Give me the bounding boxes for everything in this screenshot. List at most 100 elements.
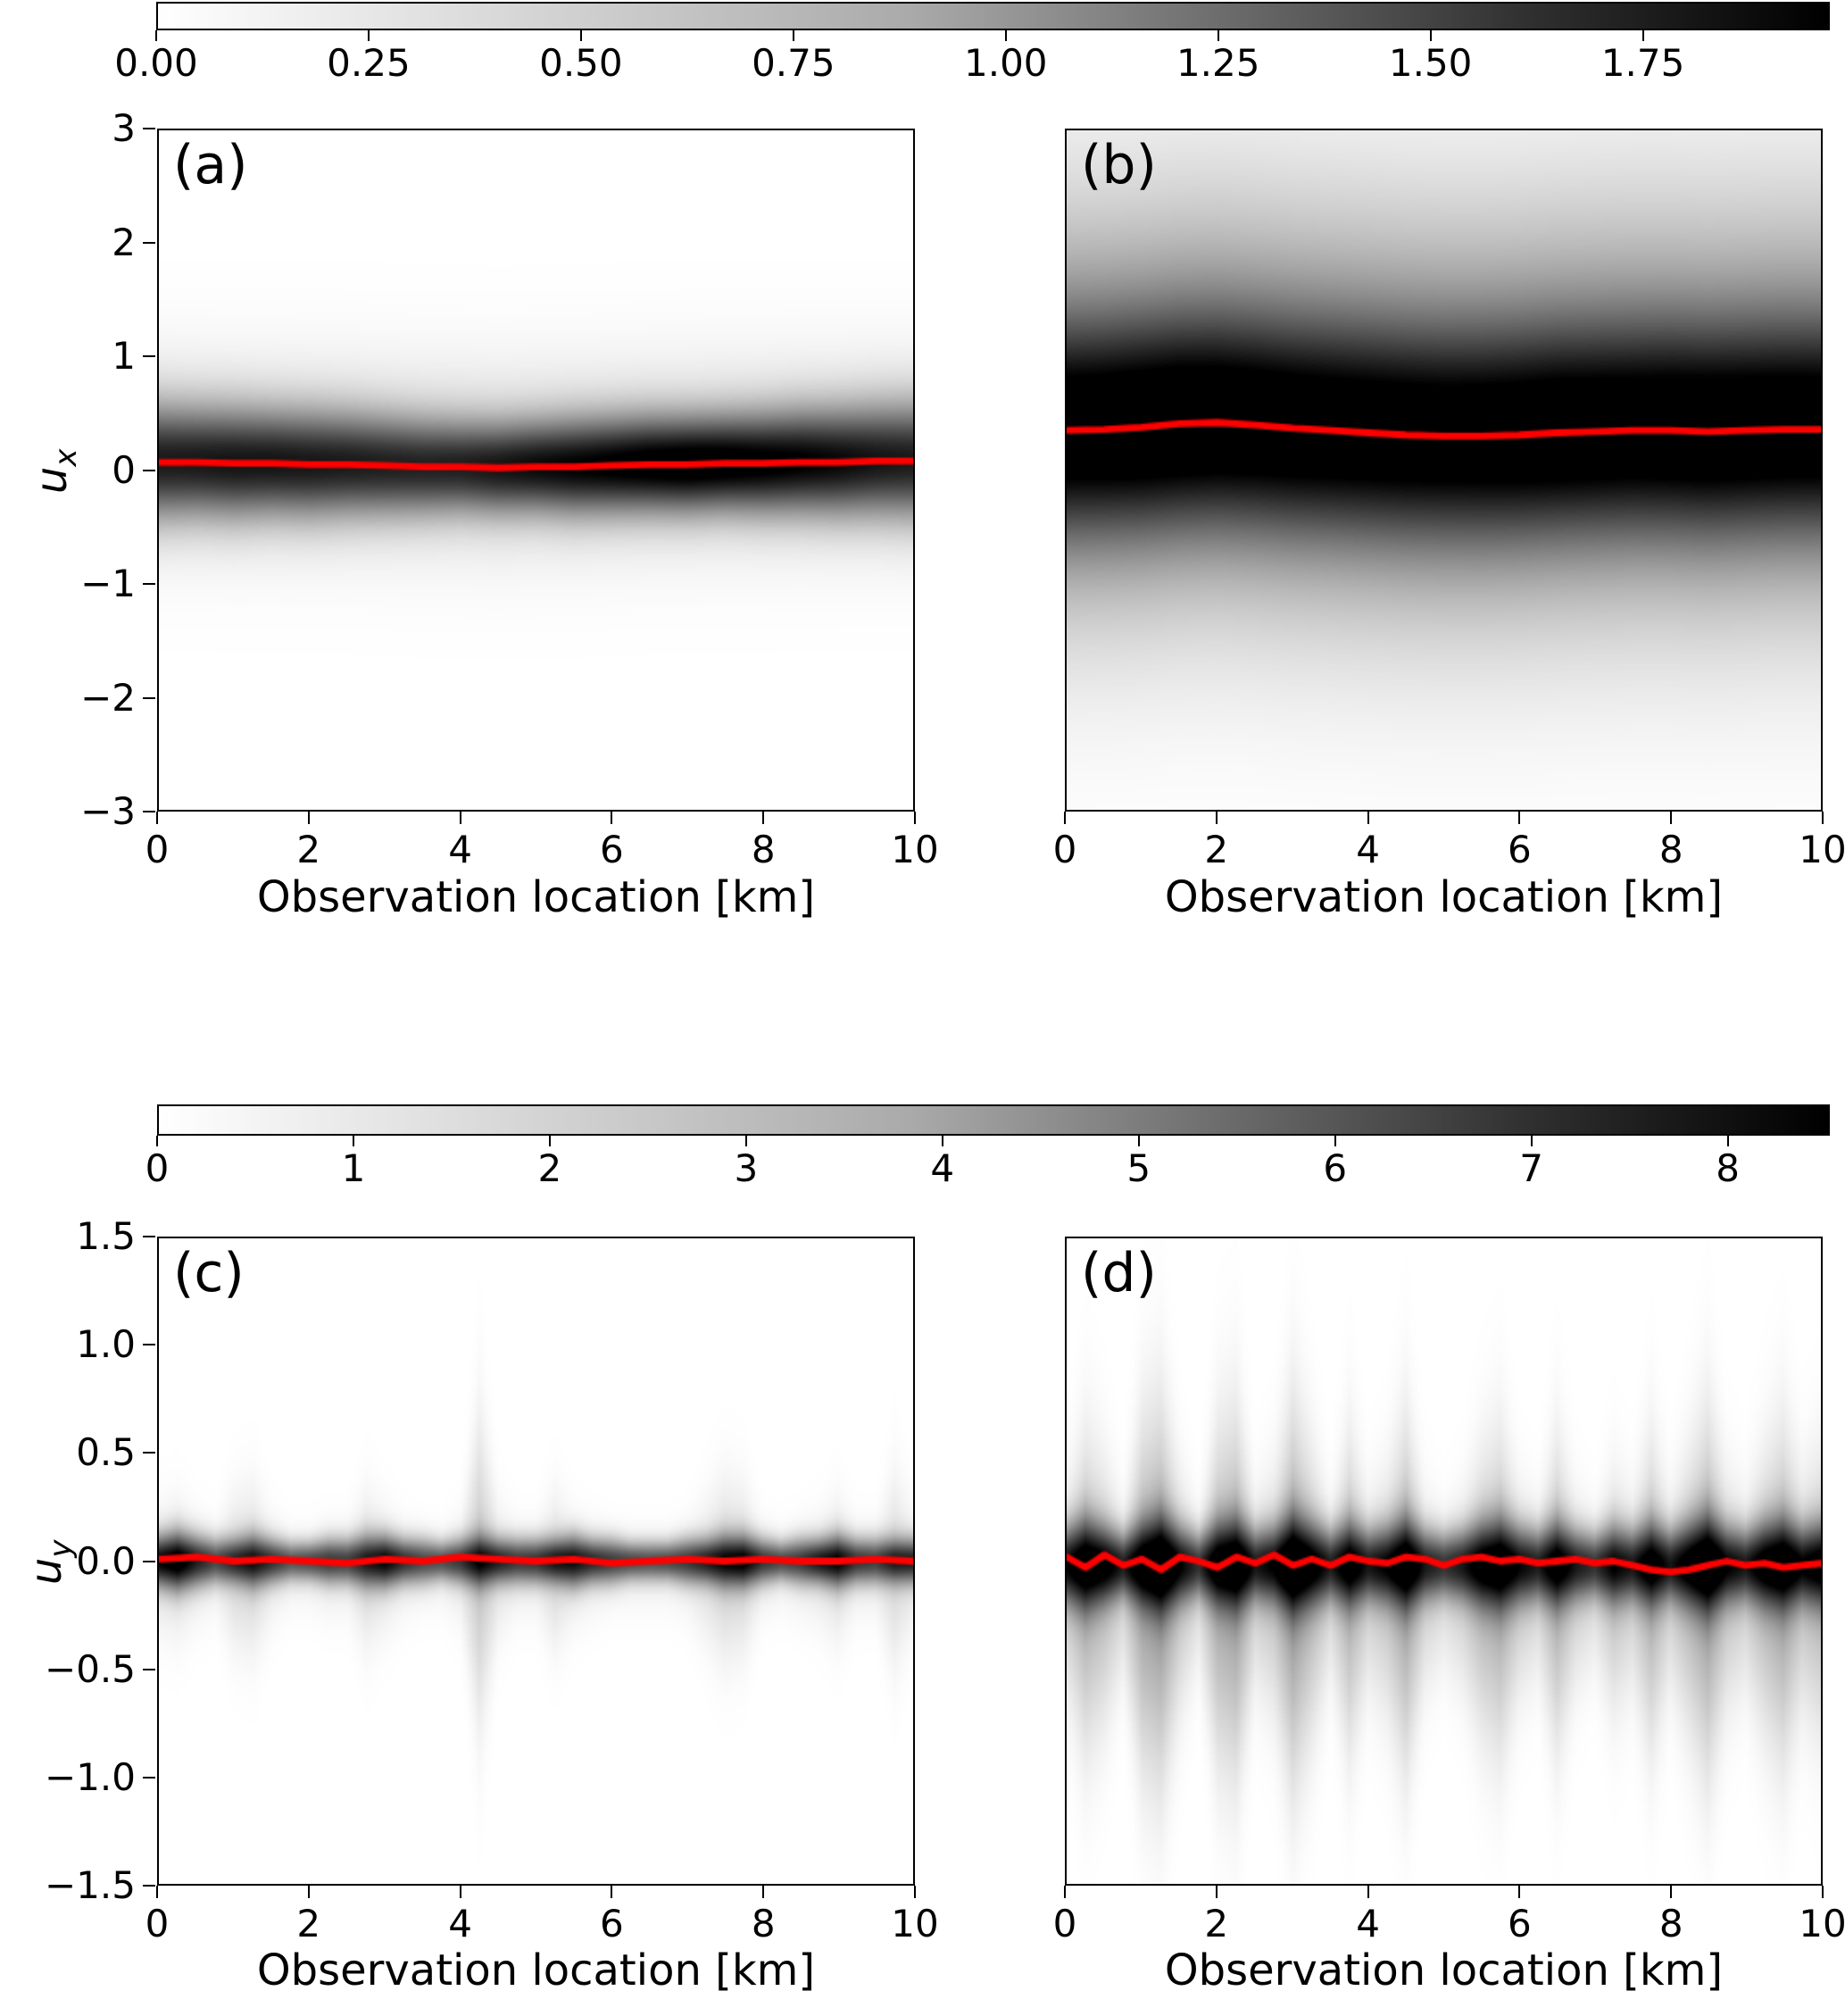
colorbar-tick-label: 0.50 bbox=[539, 41, 623, 85]
y-tick-label: −2 bbox=[80, 675, 136, 720]
colorbar-top-gradient bbox=[158, 4, 1828, 29]
x-tick bbox=[1064, 812, 1066, 824]
y-tick bbox=[143, 1776, 155, 1779]
x-tick bbox=[156, 1886, 158, 1898]
colorbar-tick-label: 0.00 bbox=[114, 41, 198, 85]
y-tick-label: −0.5 bbox=[45, 1646, 136, 1691]
y-tick bbox=[143, 1344, 155, 1346]
x-tick-label: 2 bbox=[1204, 828, 1229, 871]
x-tick-label: 10 bbox=[891, 828, 939, 871]
x-tick bbox=[611, 812, 613, 824]
x-tick bbox=[1215, 1886, 1218, 1898]
colorbar-tick bbox=[1334, 1136, 1336, 1146]
y-tick-label: 3 bbox=[112, 106, 136, 150]
colorbar-tick-label: 5 bbox=[1126, 1146, 1151, 1190]
colorbar-tick-label: 8 bbox=[1716, 1146, 1740, 1190]
colorbar-tick bbox=[1641, 30, 1644, 41]
panel-d: (d) bbox=[1065, 1237, 1823, 1886]
panel-letter-d: (d) bbox=[1081, 1242, 1157, 1304]
y-tick-label: 1 bbox=[112, 334, 136, 378]
colorbar-tick-label: 2 bbox=[537, 1146, 562, 1190]
x-tick bbox=[1822, 1886, 1824, 1898]
x-tick bbox=[1215, 812, 1218, 824]
colorbar-tick bbox=[1530, 1136, 1533, 1146]
y-tick bbox=[143, 355, 155, 357]
colorbar-mid-gradient bbox=[159, 1106, 1828, 1134]
x-tick bbox=[914, 812, 916, 824]
x-tick bbox=[1518, 812, 1521, 824]
y-tick-label: −1.0 bbox=[45, 1754, 136, 1799]
colorbar-tick-label: 6 bbox=[1323, 1146, 1348, 1190]
colorbar-tick-label: 1 bbox=[341, 1146, 366, 1190]
x-tick bbox=[1064, 1886, 1066, 1898]
colorbar-tick-label: 7 bbox=[1519, 1146, 1544, 1190]
colorbar-tick bbox=[367, 30, 370, 41]
y-tick bbox=[143, 1668, 155, 1670]
x-tick bbox=[156, 812, 158, 824]
x-tick-label: 6 bbox=[1508, 1902, 1532, 1945]
x-tick bbox=[762, 812, 765, 824]
colorbar-tick bbox=[156, 1136, 158, 1146]
x-tick-label: 2 bbox=[296, 1902, 321, 1945]
x-tick bbox=[1367, 1886, 1369, 1898]
x-tick-label: 6 bbox=[600, 828, 624, 871]
colorbar-tick-label: 3 bbox=[734, 1146, 759, 1190]
x-tick-label: 4 bbox=[448, 1902, 472, 1945]
y-tick bbox=[143, 583, 155, 585]
x-tick-label: 0 bbox=[145, 1902, 170, 1945]
y-tick-label: 2 bbox=[112, 220, 136, 264]
x-axis-title-a: Observation location [km] bbox=[256, 872, 816, 922]
colorbar-top bbox=[156, 2, 1830, 30]
x-axis-title-c: Observation location [km] bbox=[256, 1945, 816, 1995]
colorbar-tick bbox=[941, 1136, 943, 1146]
x-tick-label: 0 bbox=[1052, 828, 1077, 871]
x-tick bbox=[459, 1886, 461, 1898]
x-axis-title-d: Observation location [km] bbox=[1164, 1945, 1724, 1995]
y-tick-label: 0.0 bbox=[76, 1538, 136, 1583]
y-tick-label: −1 bbox=[80, 562, 136, 605]
panel-letter-a: (a) bbox=[173, 134, 248, 196]
y-tick bbox=[143, 696, 155, 699]
panel-a: (a) bbox=[157, 129, 915, 812]
colorbar-tick bbox=[1726, 1136, 1729, 1146]
x-tick-label: 8 bbox=[1658, 828, 1683, 871]
colorbar-tick-label: 1.00 bbox=[964, 41, 1048, 85]
colorbar-tick bbox=[1217, 30, 1219, 41]
x-axis-title-b: Observation location [km] bbox=[1164, 872, 1724, 922]
y-tick bbox=[143, 1560, 155, 1562]
colorbar-tick bbox=[1004, 30, 1007, 41]
x-tick bbox=[1670, 812, 1673, 824]
y-tick bbox=[143, 241, 155, 244]
x-tick bbox=[1670, 1886, 1673, 1898]
colorbar-tick bbox=[1137, 1136, 1140, 1146]
x-tick bbox=[307, 812, 310, 824]
x-tick-label: 0 bbox=[145, 828, 170, 871]
colorbar-tick-label: 0.25 bbox=[327, 41, 411, 85]
x-tick-label: 6 bbox=[600, 1902, 624, 1945]
panel-b: (b) bbox=[1065, 129, 1823, 812]
colorbar-tick bbox=[792, 30, 794, 41]
x-tick-label: 0 bbox=[1052, 1902, 1077, 1945]
colorbar-tick bbox=[744, 1136, 747, 1146]
x-tick bbox=[611, 1886, 613, 1898]
x-tick-label: 2 bbox=[1204, 1902, 1229, 1945]
x-tick-label: 4 bbox=[1356, 828, 1380, 871]
x-tick bbox=[1518, 1886, 1521, 1898]
colorbar-tick-label: 1.50 bbox=[1388, 41, 1473, 85]
colorbar-tick bbox=[155, 30, 157, 41]
x-tick-label: 10 bbox=[1799, 1902, 1845, 1945]
y-tick-label: −3 bbox=[80, 789, 136, 833]
x-tick-label: 4 bbox=[448, 828, 472, 871]
y-tick-label: 1.0 bbox=[76, 1322, 136, 1367]
colorbar-tick-label: 4 bbox=[930, 1146, 955, 1190]
x-tick-label: 8 bbox=[751, 828, 776, 871]
colorbar-tick bbox=[548, 1136, 551, 1146]
y-tick-label: 0.5 bbox=[76, 1430, 136, 1475]
x-tick bbox=[1367, 812, 1369, 824]
x-tick-label: 2 bbox=[296, 828, 321, 871]
y-tick bbox=[143, 469, 155, 471]
x-tick-label: 10 bbox=[891, 1902, 939, 1945]
colorbar-tick bbox=[579, 30, 582, 41]
colorbar-tick-label: 1.75 bbox=[1600, 41, 1685, 85]
